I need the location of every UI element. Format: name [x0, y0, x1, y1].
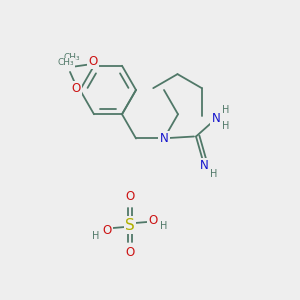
Text: N: N [200, 159, 208, 172]
Text: H: H [92, 231, 100, 241]
Text: N: N [160, 132, 168, 145]
Text: O: O [148, 214, 158, 226]
Text: H: H [222, 106, 230, 116]
Text: H: H [222, 122, 230, 131]
Text: O: O [71, 82, 81, 95]
Text: CH₃: CH₃ [64, 53, 80, 62]
Text: H: H [210, 169, 218, 179]
Text: N: N [212, 112, 220, 125]
Text: H: H [160, 221, 168, 231]
Text: O: O [102, 224, 112, 236]
Text: O: O [88, 55, 98, 68]
Text: O: O [125, 190, 135, 203]
Text: S: S [125, 218, 135, 232]
Text: O: O [125, 247, 135, 260]
Text: CH₃: CH₃ [58, 58, 74, 68]
